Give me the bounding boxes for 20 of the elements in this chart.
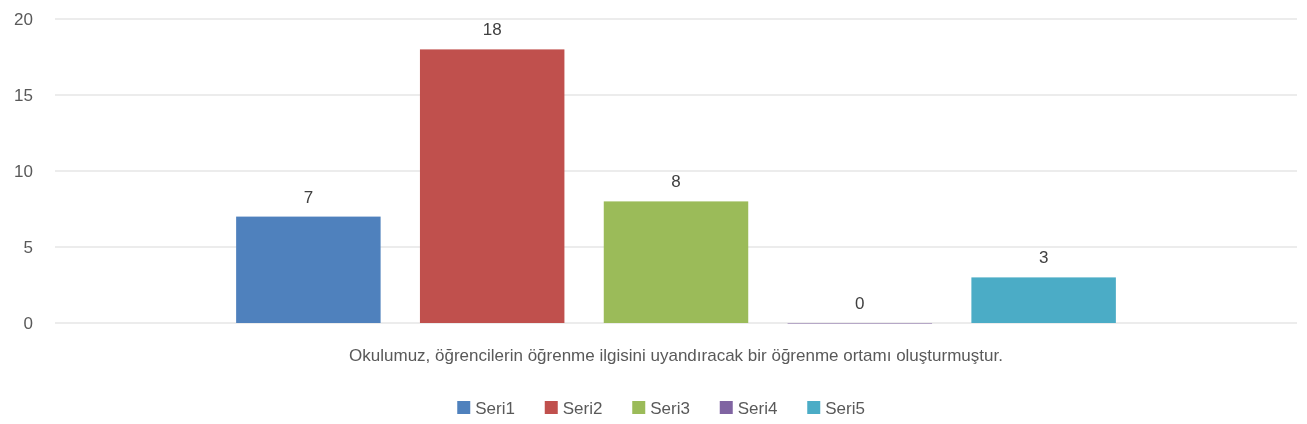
legend-label: Seri5 bbox=[825, 399, 865, 418]
y-tick-label: 15 bbox=[14, 86, 33, 105]
data-label: 7 bbox=[303, 187, 314, 207]
data-label: 3 bbox=[1038, 248, 1049, 268]
data-label: 8 bbox=[671, 172, 681, 192]
bar bbox=[603, 201, 749, 323]
legend-label: Seri2 bbox=[562, 399, 603, 418]
y-tick-label: 0 bbox=[23, 314, 33, 333]
x-tick-label: Okulumuz, öğrencilerin öğrenme ilgisini uyandıracak bir öğrenme ortamı oluşturmuştur. bbox=[349, 346, 1003, 365]
data-label: 18 bbox=[482, 20, 502, 40]
y-tick-label: 10 bbox=[14, 162, 33, 181]
legend-label: Seri4 bbox=[737, 399, 778, 418]
legend-label: Seri3 bbox=[650, 399, 690, 418]
bar bbox=[236, 216, 381, 323]
bar bbox=[971, 277, 1116, 323]
bar bbox=[419, 49, 565, 323]
y-tick-label: 20 bbox=[14, 10, 33, 29]
legend-label: Seri1 bbox=[475, 399, 515, 418]
y-tick-label: 5 bbox=[23, 238, 33, 257]
data-label: 0 bbox=[855, 294, 865, 313]
